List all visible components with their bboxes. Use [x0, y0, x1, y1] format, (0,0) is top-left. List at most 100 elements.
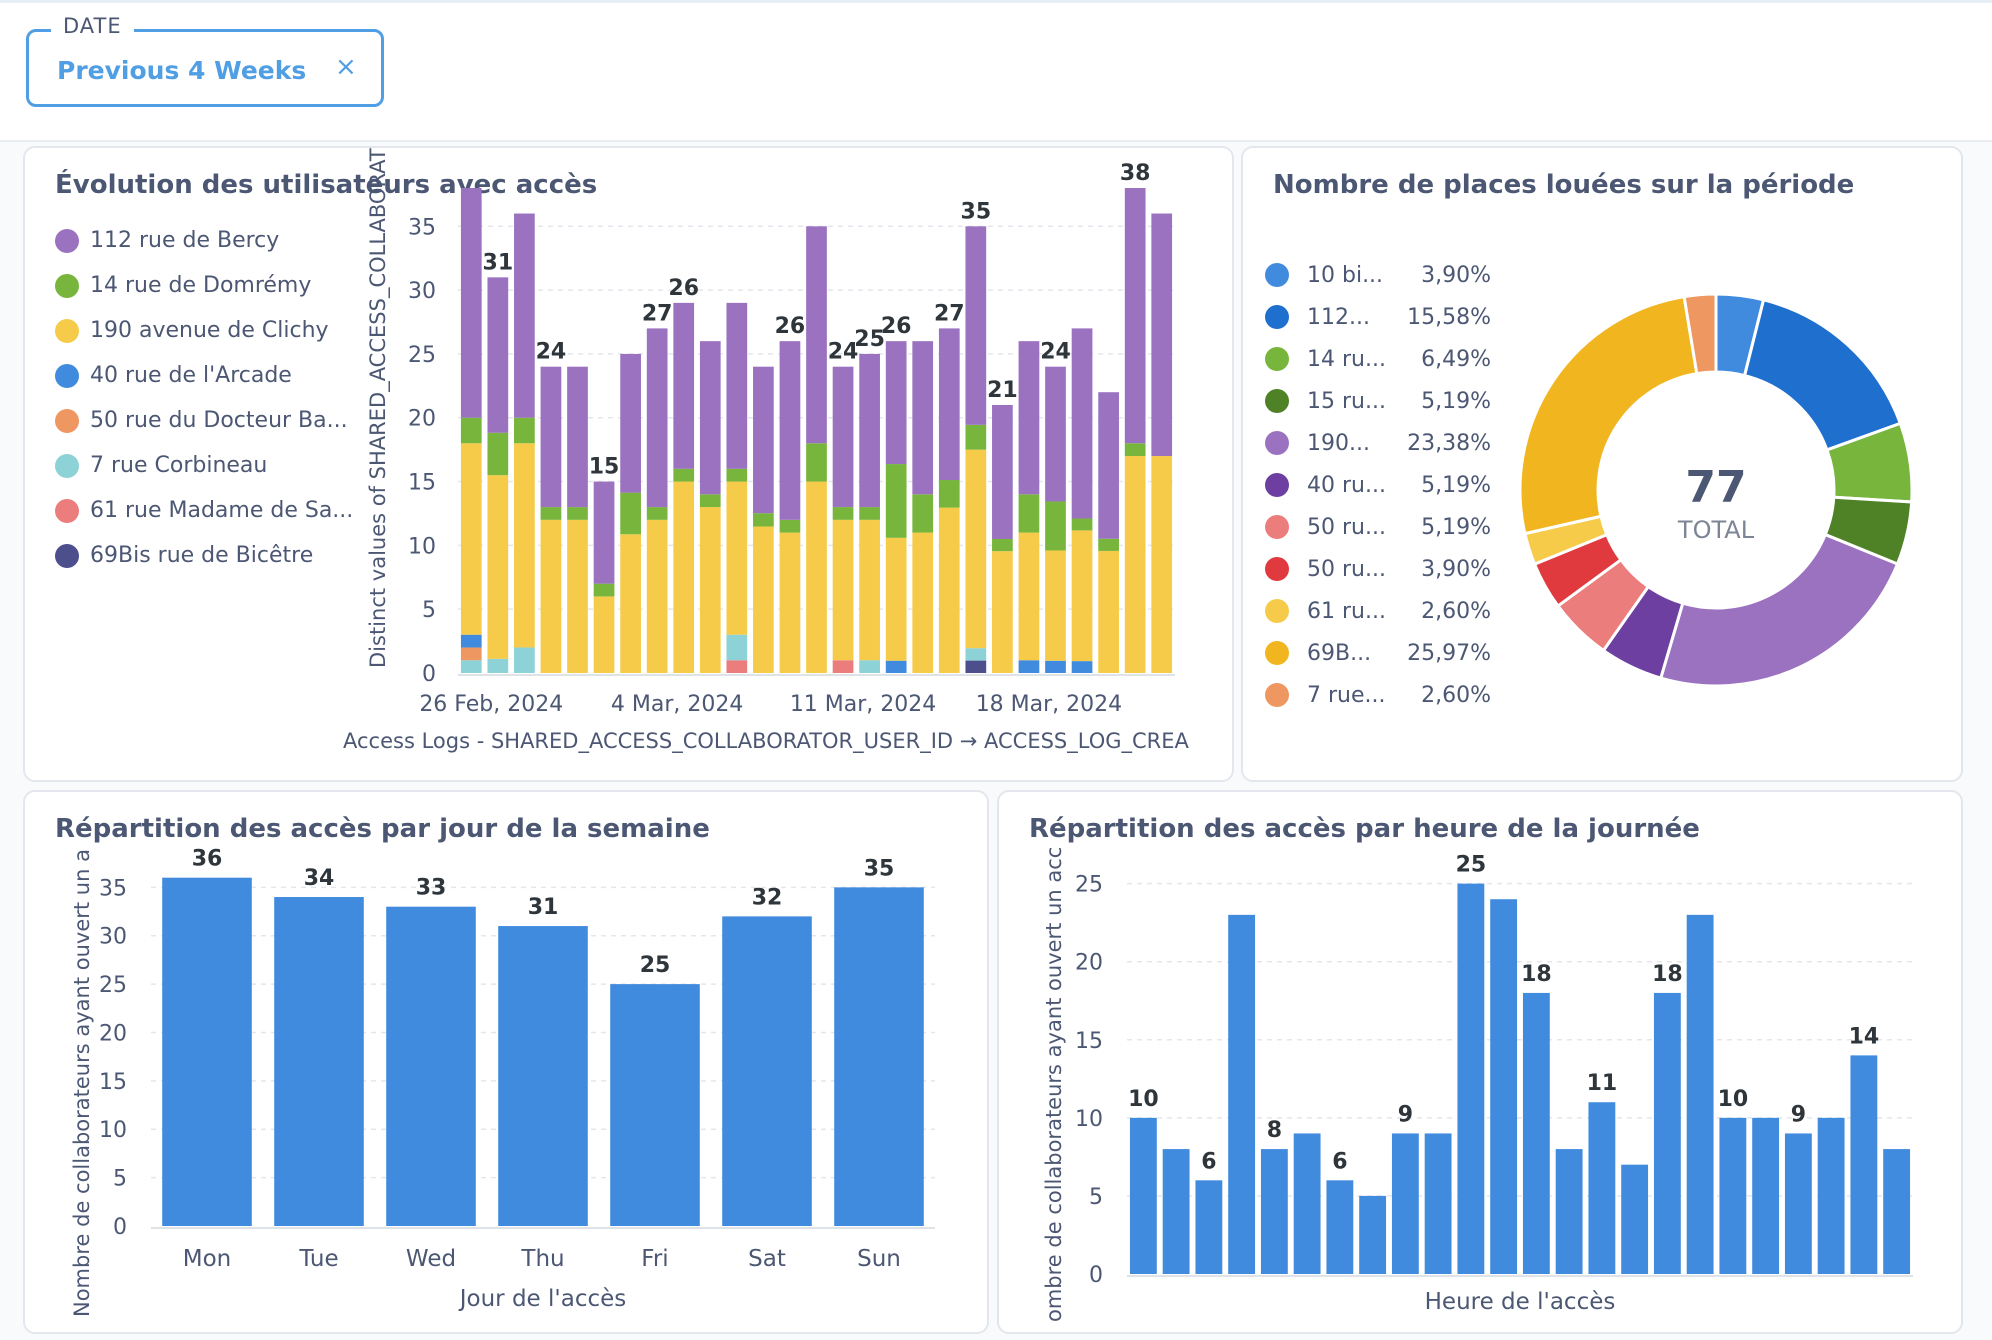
pie-legend-percent: 2,60%	[1421, 598, 1491, 624]
bar-segment	[806, 481, 827, 673]
legend-item[interactable]: 7 rue Corbineau	[55, 443, 355, 488]
bar-segment	[1124, 456, 1146, 673]
legend-item[interactable]: 190 avenue de Clichy	[55, 308, 355, 353]
bar-segment	[1018, 660, 1040, 673]
bar-segment	[540, 507, 562, 520]
legend-dot	[1265, 431, 1289, 455]
bar-segment	[726, 481, 748, 635]
bar-value-label: 10	[1718, 1087, 1749, 1112]
pie-legend-item[interactable]: 50 ru... 5,19%	[1265, 506, 1495, 548]
x-axis-label: Heure de l'accès	[1425, 1289, 1616, 1315]
pie-legend-item[interactable]: 69B... 25,97%	[1265, 632, 1495, 674]
bar-value-label: 9	[1398, 1102, 1413, 1127]
card-rented-places[interactable]: Nombre de places louées sur la période 1…	[1241, 146, 1963, 782]
y-tick-label: 30	[99, 925, 127, 950]
legend-label: 190 avenue de Clichy	[90, 318, 329, 343]
bar-value-label: 31	[528, 895, 559, 920]
y-tick-label: 25	[99, 973, 127, 998]
top-divider	[0, 0, 1992, 3]
pie-legend-item[interactable]: 15 ru... 5,19%	[1265, 380, 1495, 422]
pie-legend-item[interactable]: 112... 15,58%	[1265, 296, 1495, 338]
bar-segment	[540, 519, 562, 673]
pie-legend: 10 bi... 3,90% 112... 15,58% 14 ru... 6,49% 15…	[1265, 254, 1495, 716]
x-tick-label: 11 Mar, 2024	[790, 692, 936, 717]
donut-slice	[1742, 298, 1903, 452]
bar-segment	[1045, 550, 1066, 661]
legend-dot	[55, 543, 79, 568]
bar-total-label: 26	[881, 314, 912, 339]
bar-value-label: 33	[416, 876, 447, 901]
legend-dot	[55, 273, 79, 298]
legend-item[interactable]: 112 rue de Bercy	[55, 218, 355, 263]
legend-dot	[55, 318, 79, 343]
legend-item[interactable]: 40 rue de l'Arcade	[55, 353, 355, 398]
bar-total-label: 24	[828, 340, 859, 365]
close-icon[interactable]: ×	[335, 52, 357, 82]
date-filter[interactable]: DATE Previous 4 Weeks ×	[26, 14, 384, 107]
y-tick-label: 5	[1089, 1185, 1103, 1210]
bar-segment	[646, 507, 668, 520]
bar-segment	[1098, 392, 1119, 539]
legend-item[interactable]: 61 rue Madame de Sa...	[55, 488, 355, 533]
bar	[722, 916, 812, 1226]
bar	[1359, 1195, 1387, 1274]
legend-dot	[55, 453, 79, 478]
bar-chart-weekday: 0 5 10 15 20 25 30 35 36 Mon 34 Tue 33 Wed 31 Thu 25 Fri 3…	[70, 847, 935, 1317]
bar-segment	[779, 532, 801, 673]
pie-legend-item[interactable]: 61 ru... 2,60%	[1265, 590, 1495, 632]
bar-total-label: 26	[668, 276, 699, 301]
donut-slice	[1518, 294, 1699, 536]
legend-dot	[1265, 473, 1289, 497]
y-tick-label: 10	[99, 1118, 127, 1143]
bar	[1784, 1133, 1812, 1274]
bar-segment	[726, 468, 748, 482]
pie-legend-item[interactable]: 50 ru... 3,90%	[1265, 548, 1495, 590]
bar-segment	[460, 660, 482, 673]
y-axis-label: Nombre de collaborateurs ayant ouvert un…	[70, 849, 94, 1317]
bar-segment	[806, 226, 827, 444]
bar-segment	[540, 366, 562, 508]
card-title: Évolution des utilisateurs avec accès	[55, 170, 598, 200]
chart-legend: 112 rue de Bercy 14 rue de Domrémy 190 ave…	[55, 218, 355, 578]
bar	[1293, 1133, 1321, 1274]
bar-segment	[965, 449, 987, 649]
y-tick-label: 0	[1089, 1263, 1103, 1288]
legend-item[interactable]: 50 rue du Docteur Ba...	[55, 398, 355, 443]
pie-legend-item[interactable]: 10 bi... 3,90%	[1265, 254, 1495, 296]
card-hour-distribution[interactable]: Répartition des accès par heure de la jo…	[997, 790, 1963, 1334]
bar-segment	[965, 648, 987, 661]
bar	[1195, 1180, 1223, 1274]
x-tick-label: Fri	[641, 1246, 668, 1272]
bar-segment	[620, 534, 641, 673]
bar-segment	[1045, 660, 1066, 673]
pie-legend-item[interactable]: 7 rue... 2,60%	[1265, 674, 1495, 716]
card-user-evolution[interactable]: Évolution des utilisateurs avec accès 11…	[23, 146, 1234, 782]
bar	[1260, 1149, 1288, 1274]
y-tick-label: 20	[408, 407, 436, 432]
bar	[1162, 1149, 1190, 1274]
legend-item[interactable]: 69Bis rue de Bicêtre	[55, 533, 355, 578]
bar-segment	[1071, 661, 1093, 673]
pie-legend-item[interactable]: 14 ru... 6,49%	[1265, 338, 1495, 380]
bar-segment	[460, 634, 482, 648]
bar-segment	[514, 443, 535, 648]
bar	[1883, 1149, 1911, 1274]
bar-segment	[832, 660, 854, 673]
bar-segment	[1018, 532, 1040, 661]
card-weekday-distribution[interactable]: Répartition des accès par jour de la sem…	[23, 790, 989, 1334]
bar-segment	[1124, 443, 1146, 457]
bar-segment	[912, 494, 934, 533]
bar-total-label: 27	[934, 301, 965, 326]
pie-legend-percent: 25,97%	[1407, 640, 1491, 666]
bar-total-label: 15	[589, 455, 620, 480]
date-filter-value[interactable]: Previous 4 Weeks	[57, 56, 307, 85]
pie-legend-item[interactable]: 40 ru... 5,19%	[1265, 464, 1495, 506]
x-tick-label: Tue	[298, 1246, 338, 1272]
y-tick-label: 35	[99, 876, 127, 901]
legend-item[interactable]: 14 rue de Domrémy	[55, 263, 355, 308]
bar-segment	[460, 188, 482, 418]
y-axis-label: ombre de collaborateurs ayant ouvert un …	[1042, 847, 1066, 1322]
bar-segment	[753, 526, 774, 673]
x-tick-label: 18 Mar, 2024	[976, 692, 1122, 717]
pie-legend-item[interactable]: 190... 23,38%	[1265, 422, 1495, 464]
